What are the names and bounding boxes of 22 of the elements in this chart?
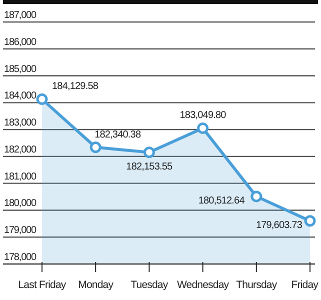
- data-label: 184,129.58: [52, 81, 99, 92]
- x-tick-label: Thursday: [236, 279, 278, 291]
- y-tick-label: 185,000: [4, 64, 37, 75]
- y-tick-label: 183,000: [4, 118, 37, 129]
- y-tick-label: 178,000: [4, 252, 37, 263]
- x-tick-label: Tuesday: [130, 279, 169, 291]
- x-tick-label: Wednesday: [176, 279, 230, 291]
- y-tick-label: 181,000: [4, 171, 37, 182]
- data-label: 179,603.73: [256, 220, 303, 231]
- x-tick-label: Friday: [291, 279, 320, 291]
- data-label: 182,153.55: [126, 161, 174, 172]
- data-label: 180,512.64: [198, 195, 246, 206]
- data-label: 183,049.80: [180, 110, 227, 122]
- y-tick-label: 184,000: [4, 90, 37, 102]
- y-tick-label: 186,000: [4, 36, 37, 48]
- y-tick-label: 187,000: [4, 10, 37, 21]
- x-tick-label: Last Friday: [18, 279, 67, 291]
- y-tick-label: 182,000: [4, 144, 37, 156]
- y-tick-label: 180,000: [4, 198, 37, 210]
- data-label: 182,340.38: [94, 129, 142, 140]
- x-tick-label: Monday: [78, 279, 114, 291]
- y-tick-label: 179,000: [4, 225, 37, 236]
